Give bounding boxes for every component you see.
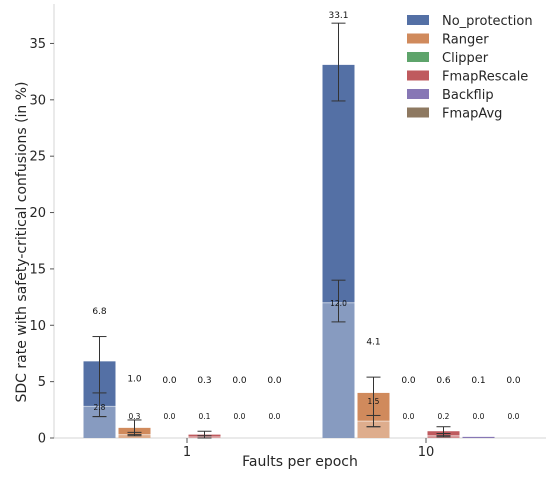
legend-entry-FmapRescale: FmapRescale — [442, 70, 528, 85]
value-label: 0.6 — [436, 376, 451, 386]
sub-value-label: 12.0 — [330, 299, 347, 308]
sub-value-label: 2.8 — [94, 403, 106, 412]
sub-value-label: 0.0 — [269, 412, 281, 421]
value-label: 0.0 — [267, 376, 282, 386]
y-tick-label: 25 — [29, 150, 46, 165]
legend-entry-Ranger: Ranger — [442, 33, 489, 48]
sub-bar-Ranger — [118, 434, 151, 438]
y-tick-label: 15 — [29, 262, 46, 277]
value-label: 0.0 — [506, 376, 521, 386]
sub-value-label: 0.0 — [234, 412, 246, 421]
value-label: 0.0 — [232, 376, 247, 386]
sub-value-label: 0.0 — [164, 412, 176, 421]
legend-swatch-Backflip — [407, 89, 429, 99]
x-tick-label: 1 — [183, 445, 191, 460]
y-axis-label: SDC rate with safety-critical confusions… — [14, 81, 30, 402]
legend-entry-FmapAvg: FmapAvg — [442, 107, 502, 122]
value-label: 0.3 — [197, 376, 211, 386]
value-label: 6.8 — [92, 307, 107, 317]
legend-swatch-No_protection — [407, 15, 429, 25]
sub-value-label: 0.3 — [129, 412, 141, 421]
value-label: 0.0 — [162, 376, 177, 386]
value-label: 33.1 — [328, 11, 348, 21]
sub-value-label: 0.2 — [438, 412, 450, 421]
legend-entry-Clipper: Clipper — [442, 51, 489, 66]
value-label: 4.1 — [366, 337, 380, 347]
y-tick-label: 0 — [38, 432, 46, 447]
legend-swatch-FmapRescale — [407, 70, 429, 81]
y-tick-label: 5 — [38, 375, 46, 390]
plot-area: 0 5 10 15 20 25 30 35 1 6.8 2.8 1.0 0.3 0.0 0.0 0.3 0.1 0… — [29, 4, 546, 460]
x-axis-label: Faults per epoch — [242, 454, 358, 470]
y-tick-label: 30 — [29, 93, 46, 108]
value-label: 1.0 — [127, 375, 142, 385]
y-tick-label: 20 — [29, 206, 46, 221]
legend-entry-No_protection: No_protection — [442, 14, 533, 29]
y-tick-label: 35 — [29, 37, 46, 52]
legend-swatch-Ranger — [407, 33, 429, 44]
sub-bar-No_protection — [322, 302, 355, 438]
legend-swatch-FmapAvg — [407, 107, 429, 118]
x-tick-label: 10 — [418, 445, 435, 460]
bar-Backflip — [462, 436, 495, 438]
legend-entry-Backflip: Backflip — [442, 88, 494, 103]
value-label: 0.0 — [401, 376, 416, 386]
sub-value-label: 0.0 — [508, 412, 520, 421]
value-label: 0.1 — [471, 376, 485, 386]
sub-value-label: 0.1 — [199, 412, 211, 421]
sub-value-label: 1.5 — [368, 397, 380, 406]
sub-value-label: 0.0 — [403, 412, 415, 421]
legend: No_protection Ranger Clipper FmapRescale Bac… — [407, 14, 533, 122]
sub-bar-Ranger — [357, 421, 390, 438]
sub-value-label: 0.0 — [473, 412, 485, 421]
legend-swatch-Clipper — [407, 52, 429, 62]
y-tick-label: 10 — [29, 319, 46, 334]
